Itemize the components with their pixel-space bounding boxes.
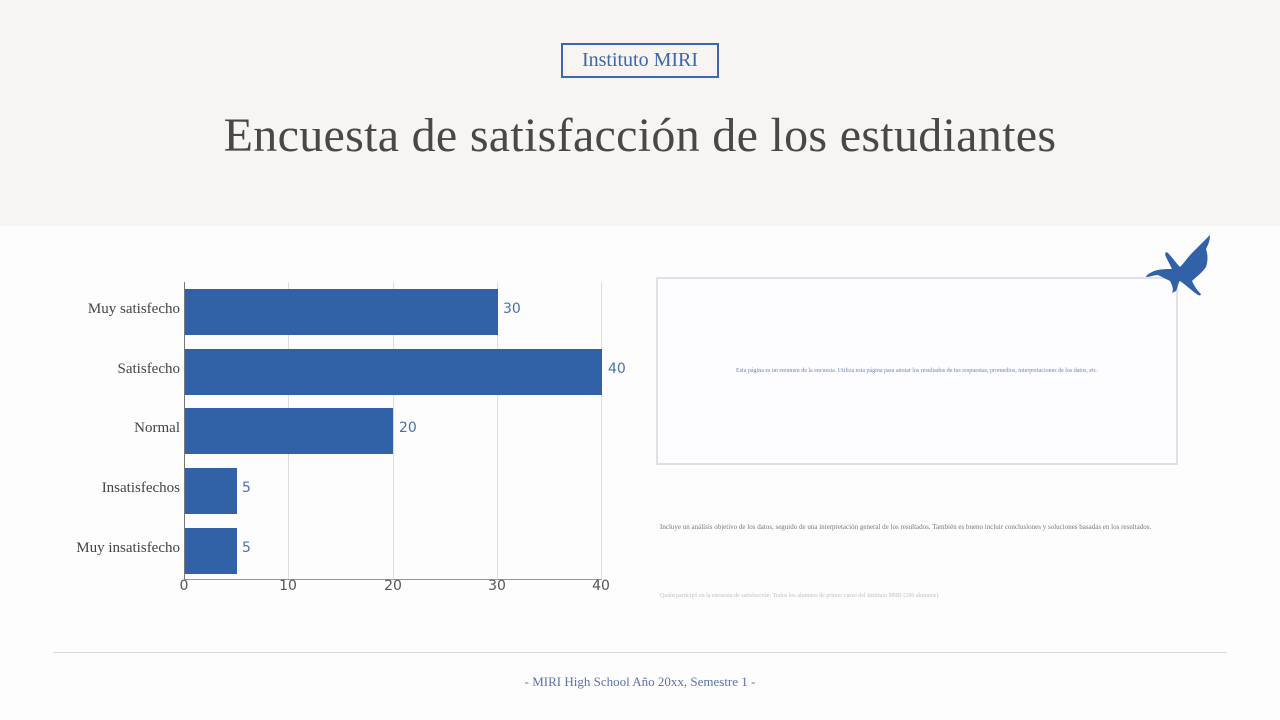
x-tick: 10 [279,578,297,594]
bar-normal [185,408,393,454]
bar-muy-insatisfecho [185,528,237,574]
satisfaction-bar-chart: Muy satisfecho Satisfecho Normal Insatis… [40,270,640,610]
category-label: Normal [134,420,180,436]
bar-muy-satisfecho [185,289,498,335]
bar-insatisfechos [185,468,237,514]
analysis-text: Incluye un análisis objetivo de los dato… [660,523,1152,531]
bird-icon [1146,235,1210,296]
gridline-20 [393,282,394,580]
category-label: Satisfecho [117,361,180,377]
summary-box: Esta página es un resumen de la encuesta… [656,277,1178,465]
bar-satisfecho [185,349,602,395]
category-label: Muy insatisfecho [76,540,180,556]
gridline-30 [497,282,498,580]
value-label: 40 [608,361,626,377]
participants-text: Quién participó en la encuesta de satisf… [660,593,940,599]
category-label: Insatisfechos [101,480,180,496]
summary-text: Esta página es un resumen de la encuesta… [736,368,1098,374]
value-label: 20 [399,420,417,436]
footer-text: - MIRI High School Año 20xx, Semestre 1 … [524,674,756,689]
x-tick: 20 [384,578,402,594]
footer-divider [53,652,1227,653]
header-band [0,0,1280,226]
x-tick: 40 [592,578,610,594]
x-tick: 30 [488,578,506,594]
value-label: 30 [503,301,521,317]
x-tick: 0 [179,578,189,594]
gridline-40 [601,282,602,580]
y-axis [184,282,185,580]
x-axis [184,579,602,580]
category-label: Muy satisfecho [87,301,180,317]
institute-badge: Instituto MIRI [561,43,719,78]
value-label: 5 [242,480,251,496]
page-title: Encuesta de satisfacción de los estudian… [223,109,1057,162]
value-label: 5 [242,540,251,556]
